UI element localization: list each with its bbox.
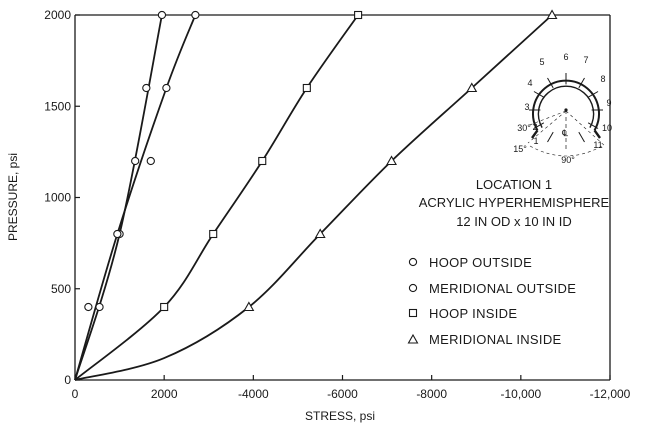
series-line-1	[74, 14, 163, 381]
gauge-label-4: 4	[527, 78, 532, 88]
legend-label-hoop-outside: HOOP OUTSIDE	[429, 255, 532, 270]
y-ticks: 0 500 1000 1500 2000	[44, 8, 80, 387]
y-tick-label: 0	[64, 373, 71, 387]
x-tick-label: -12,000	[590, 387, 631, 401]
legend-symbol-hoop-inside	[408, 308, 418, 318]
series-markers	[84, 9, 558, 312]
series-line-3	[74, 14, 359, 381]
y-axis-label: PRESSURE, psi	[6, 153, 20, 241]
gauge-label-3: 3	[524, 102, 529, 112]
gauge-tick	[578, 77, 585, 89]
annotation-line-3: 12 IN OD x 10 IN ID	[456, 214, 572, 229]
x-tick-label: -8000	[416, 387, 447, 401]
data-point-square	[160, 302, 169, 312]
data-point-square	[354, 10, 363, 20]
gauge-label-10: 10	[602, 123, 612, 133]
annotation-line-2: ACRYLIC HYPERHEMISPHERE	[419, 195, 610, 210]
gauge-tick	[547, 77, 554, 89]
data-point-square	[258, 156, 267, 166]
data-point-circle	[157, 10, 167, 20]
x-tick-label: -10,000	[500, 387, 541, 401]
gauge-label-5: 5	[539, 57, 544, 67]
gauge-label-1: 1	[533, 136, 538, 146]
gauge-label-6: 6	[563, 52, 568, 62]
data-point-circle	[146, 156, 155, 166]
legend-symbol-hoop-outside	[408, 257, 418, 267]
y-tick-label: 1000	[44, 191, 71, 205]
data-point-circle	[162, 83, 171, 93]
x-tick-label: 2000	[151, 387, 178, 401]
legend-label-meridional-inside: MERIDIONAL INSIDE	[429, 332, 562, 347]
y-tick-label: 2000	[44, 8, 71, 22]
x-tick-label: -6000	[327, 387, 358, 401]
x-ticks: 0 2000 -4000 -6000 -8000 -10,000 -12,000	[72, 375, 631, 401]
inset-labels: 1 2 3 4 5 6 7 8 9 10 11 30° 15° 90° ℄	[513, 52, 612, 165]
angle-label-90: 90°	[561, 155, 575, 165]
data-point-square	[302, 83, 311, 93]
angle-line-15	[527, 110, 567, 144]
gauge-label-8: 8	[600, 74, 605, 84]
data-point-triangle	[466, 82, 478, 93]
data-point-circle	[84, 302, 93, 312]
data-point-triangle	[314, 228, 326, 239]
y-tick-label: 1500	[44, 99, 71, 113]
data-point-circle	[191, 10, 200, 20]
legend-label-meridional-outside: MERIDIONAL OUTSIDE	[429, 281, 576, 296]
series-line-2	[74, 14, 197, 381]
legend-label-hoop-inside: HOOP INSIDE	[429, 306, 517, 321]
data-point-square	[209, 229, 218, 239]
x-tick-label: 0	[72, 387, 79, 401]
inset-hemisphere-diagram	[526, 73, 606, 157]
annotation-line-1: LOCATION 1	[476, 177, 552, 192]
angle-line-30	[526, 110, 567, 127]
hemisphere-center-point	[564, 108, 568, 112]
legend-symbol-meridional-outside	[408, 283, 418, 293]
angle-line-90	[565, 110, 606, 147]
data-point-circle	[95, 302, 104, 312]
gauge-tick	[587, 91, 599, 98]
gauge-label-7: 7	[583, 55, 588, 65]
gauge-ticks	[529, 73, 603, 143]
data-point-circle	[131, 156, 140, 166]
gauge-tick	[587, 122, 599, 129]
hemisphere-left-flange	[531, 129, 539, 139]
data-point-triangle	[386, 155, 397, 166]
angle-label-30: 30°	[517, 123, 531, 133]
gauge-tick	[578, 131, 585, 143]
data-point-triangle	[546, 9, 558, 20]
gauge-label-11: 11	[593, 140, 602, 150]
hemisphere-right-flange	[593, 129, 601, 139]
data-point-circle	[113, 229, 122, 239]
x-axis-label: STRESS, psi	[305, 409, 375, 423]
hemisphere-inner-arc	[537, 85, 595, 128]
angle-arc-90	[529, 145, 603, 157]
gauge-label-2: 2	[532, 122, 537, 132]
gauge-tick	[533, 122, 545, 129]
y-tick-label: 500	[51, 282, 71, 296]
gauge-label-9: 9	[606, 98, 611, 108]
angle-label-15: 15°	[513, 144, 527, 154]
data-point-triangle	[243, 301, 255, 312]
x-tick-label: -4000	[238, 387, 269, 401]
gauge-tick	[533, 91, 545, 98]
annotation-block: LOCATION 1 ACRYLIC HYPERHEMISPHERE 12 IN…	[419, 177, 610, 229]
data-point-circle	[142, 83, 151, 93]
legend: HOOP OUTSIDE MERIDIONAL OUTSIDE HOOP INS…	[407, 255, 576, 347]
centerline-label: ℄	[561, 128, 568, 138]
legend-symbol-meridional-inside	[407, 333, 419, 344]
gauge-tick	[547, 131, 554, 143]
